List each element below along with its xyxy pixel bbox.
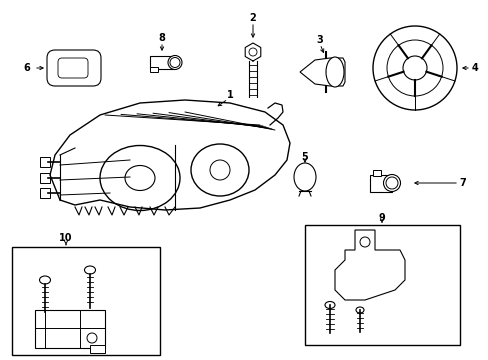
Circle shape [386,40,442,96]
Ellipse shape [325,302,334,309]
Circle shape [248,48,257,56]
Bar [40,157,50,167]
Bar [40,188,50,198]
Ellipse shape [325,57,343,87]
Circle shape [402,56,426,80]
Ellipse shape [293,163,315,191]
Ellipse shape [84,266,95,274]
FancyBboxPatch shape [58,58,88,78]
Circle shape [359,237,369,247]
Polygon shape [244,43,260,61]
Bar [35,310,105,348]
Text: 7: 7 [459,178,466,188]
Ellipse shape [355,307,363,313]
Text: 6: 6 [23,63,30,73]
Circle shape [87,333,97,343]
Bar [372,170,380,176]
Text: 10: 10 [59,233,73,243]
Polygon shape [299,58,345,86]
Bar [90,345,105,353]
Text: 4: 4 [470,63,477,73]
Bar [40,173,50,183]
Bar [305,225,459,345]
Text: 3: 3 [316,35,323,45]
Circle shape [385,177,397,189]
Bar [150,67,158,72]
Text: 1: 1 [226,90,233,100]
Circle shape [372,26,456,110]
Text: 2: 2 [249,13,256,23]
Ellipse shape [40,276,50,284]
Circle shape [170,58,180,68]
FancyBboxPatch shape [47,50,101,86]
Bar [150,56,175,69]
Bar [12,247,160,355]
Text: 5: 5 [301,152,308,162]
Ellipse shape [168,55,182,69]
Ellipse shape [383,175,400,192]
Text: 9: 9 [378,213,385,223]
Bar [369,175,391,192]
Text: 8: 8 [158,33,165,43]
Polygon shape [334,230,404,300]
